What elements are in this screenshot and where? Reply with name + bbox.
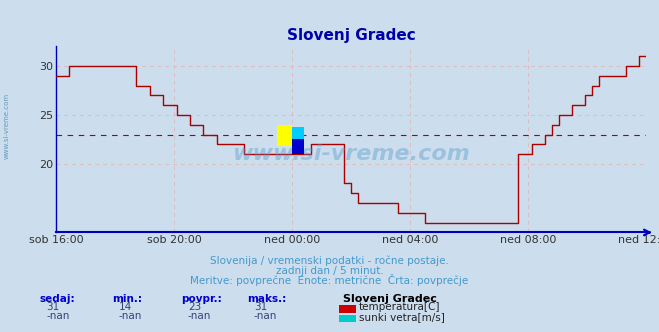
- Text: -nan: -nan: [119, 311, 142, 321]
- Text: Meritve: povprečne  Enote: metrične  Črta: povprečje: Meritve: povprečne Enote: metrične Črta:…: [190, 274, 469, 286]
- Text: zadnji dan / 5 minut.: zadnji dan / 5 minut.: [275, 266, 384, 276]
- Bar: [292, 139, 304, 154]
- Text: 31: 31: [254, 302, 267, 312]
- Text: www.si-vreme.com: www.si-vreme.com: [232, 144, 470, 164]
- Text: temperatura[C]: temperatura[C]: [359, 302, 441, 312]
- Title: Slovenj Gradec: Slovenj Gradec: [287, 28, 415, 42]
- Text: sedaj:: sedaj:: [40, 294, 75, 304]
- Text: sunki vetra[m/s]: sunki vetra[m/s]: [359, 312, 445, 322]
- Text: Slovenj Gradec: Slovenj Gradec: [343, 294, 436, 304]
- Text: -nan: -nan: [46, 311, 69, 321]
- Text: min.:: min.:: [112, 294, 142, 304]
- Text: maks.:: maks.:: [247, 294, 287, 304]
- Text: 31: 31: [46, 302, 59, 312]
- Text: povpr.:: povpr.:: [181, 294, 222, 304]
- Text: 14: 14: [119, 302, 132, 312]
- Text: Slovenija / vremenski podatki - ročne postaje.: Slovenija / vremenski podatki - ročne po…: [210, 255, 449, 266]
- Text: 23: 23: [188, 302, 201, 312]
- Bar: [277, 125, 292, 146]
- Bar: [292, 127, 304, 139]
- Text: -nan: -nan: [188, 311, 211, 321]
- Text: www.si-vreme.com: www.si-vreme.com: [3, 93, 9, 159]
- Text: -nan: -nan: [254, 311, 277, 321]
